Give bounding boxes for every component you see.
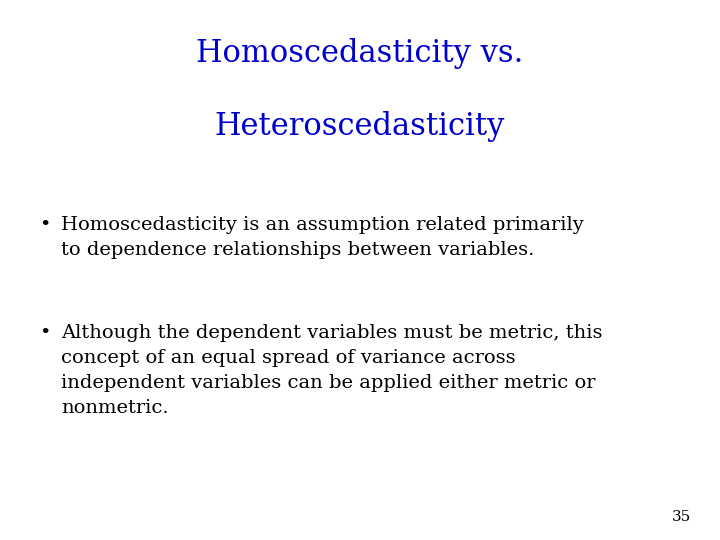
Text: Heteroscedasticity: Heteroscedasticity [215,111,505,141]
Text: •: • [40,216,51,234]
Text: •: • [40,324,51,342]
Text: Although the dependent variables must be metric, this
concept of an equal spread: Although the dependent variables must be… [61,324,603,417]
Text: Homoscedasticity vs.: Homoscedasticity vs. [197,38,523,69]
Text: 35: 35 [672,510,691,524]
Text: Homoscedasticity is an assumption related primarily
to dependence relationships : Homoscedasticity is an assumption relate… [61,216,584,259]
